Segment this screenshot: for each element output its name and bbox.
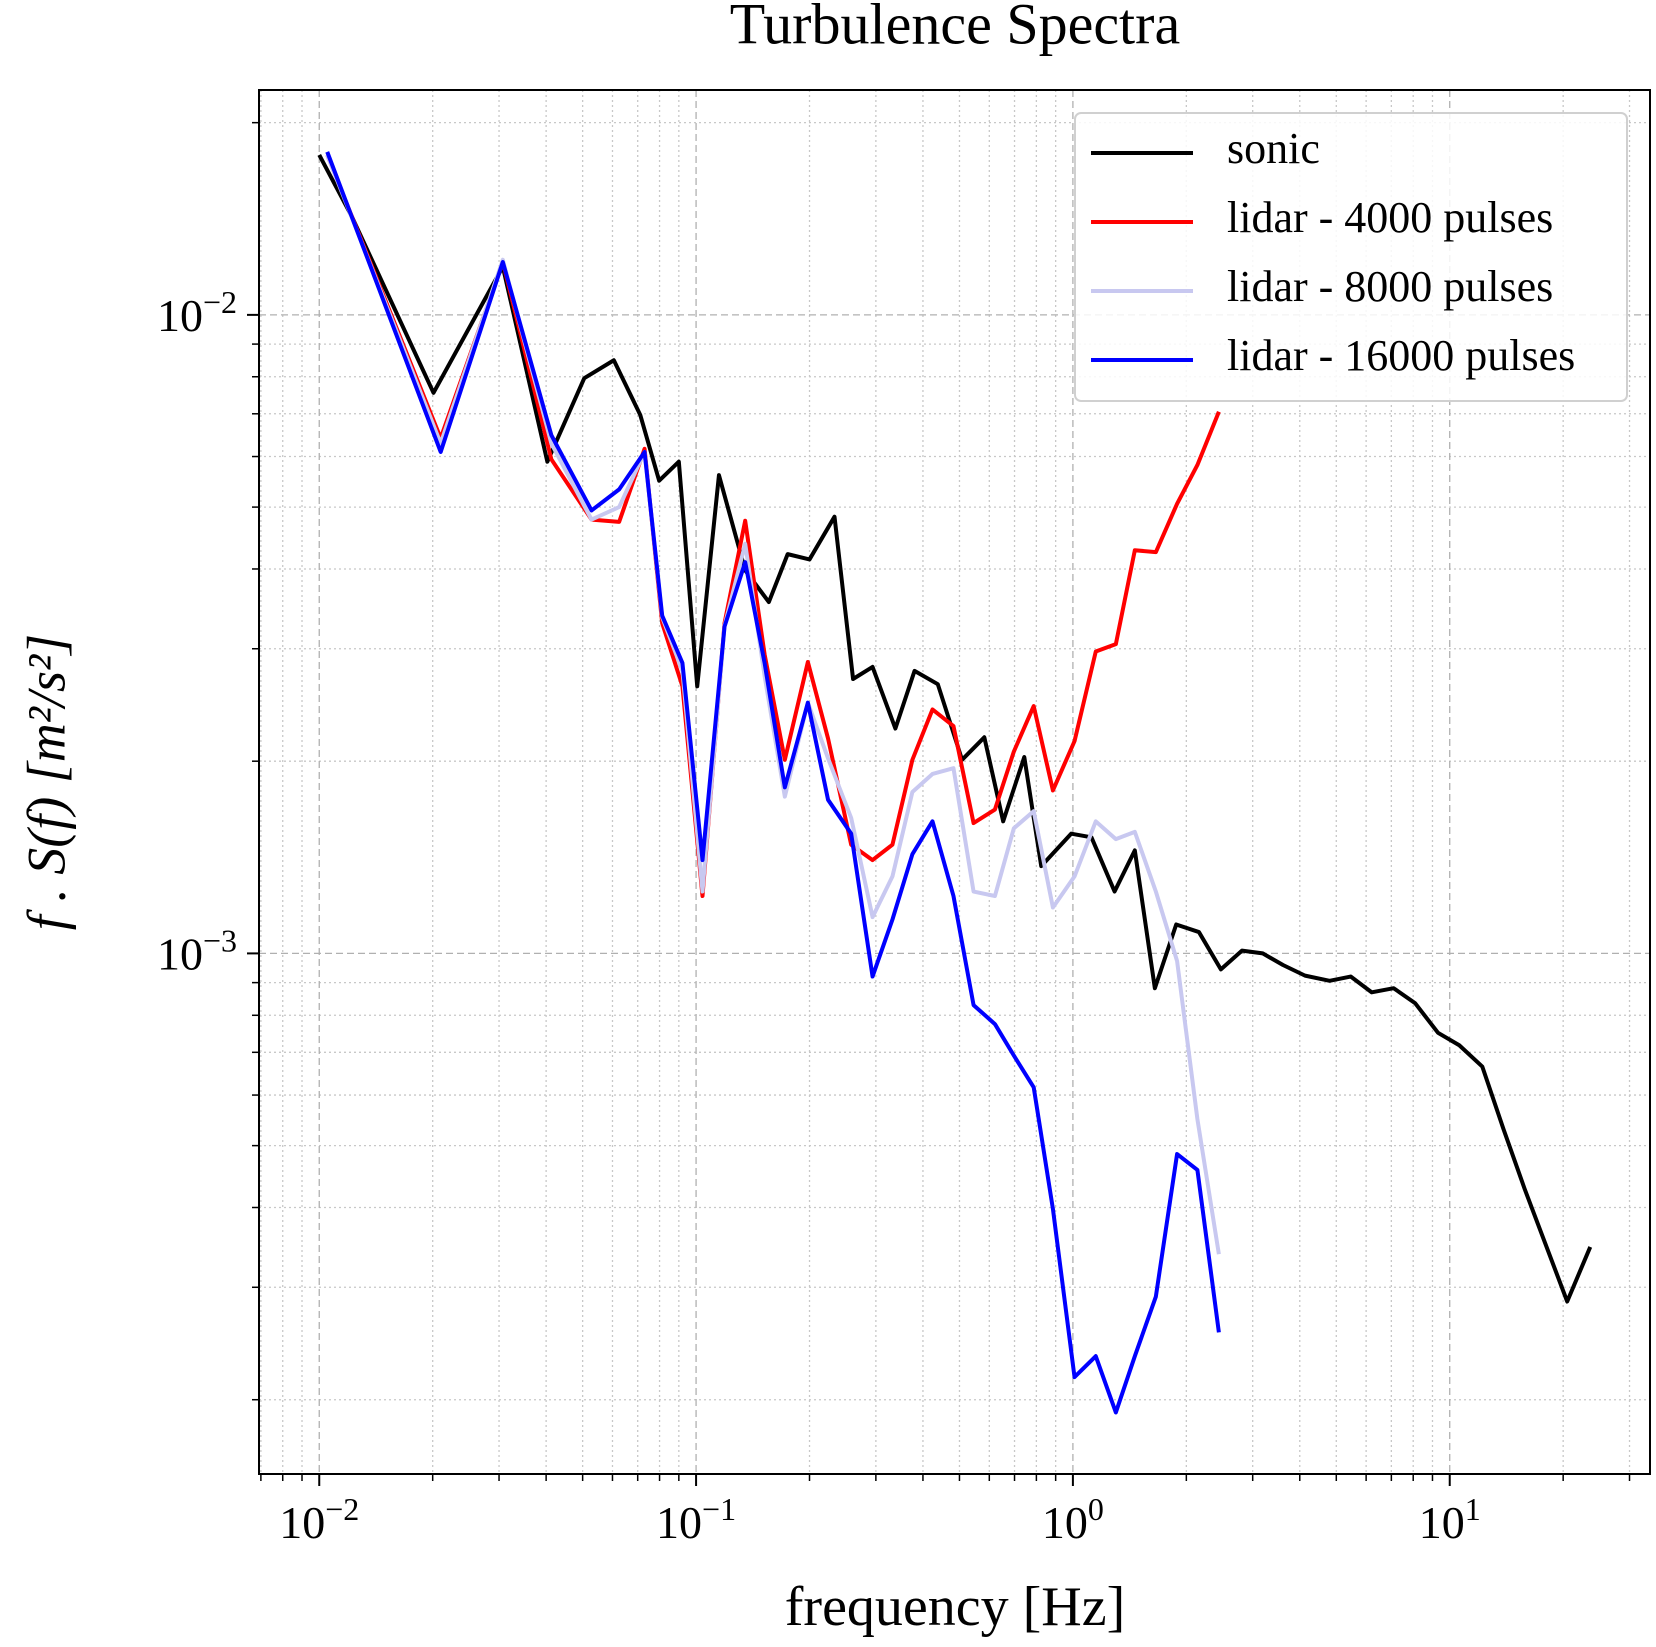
x-axis-label: frequency [Hz]	[785, 1576, 1125, 1638]
legend-box	[1074, 112, 1628, 402]
y-axis-label: f . S(f) [m²/s²]	[16, 634, 76, 930]
y-tick-label: 10−2	[157, 284, 237, 341]
x-tick-label: 101	[1419, 1491, 1481, 1548]
legend-label: lidar - 8000 pulses	[1227, 262, 1553, 311]
axes-frame	[258, 89, 1651, 1475]
x-tick-label: 100	[1042, 1491, 1104, 1548]
data-line	[325, 154, 1221, 1255]
legend-label: lidar - 16000 pulses	[1227, 331, 1575, 380]
chart-title: Turbulence Spectra	[730, 0, 1180, 56]
x-tick-label: 10−1	[656, 1491, 736, 1548]
x-tick-label: 10−2	[279, 1491, 359, 1548]
legend-label: sonic	[1227, 124, 1320, 173]
data-line	[317, 154, 1593, 1304]
data-line	[325, 151, 1221, 1415]
y-tick-label: 10−3	[157, 922, 237, 979]
legend-label: lidar - 4000 pulses	[1227, 193, 1553, 242]
